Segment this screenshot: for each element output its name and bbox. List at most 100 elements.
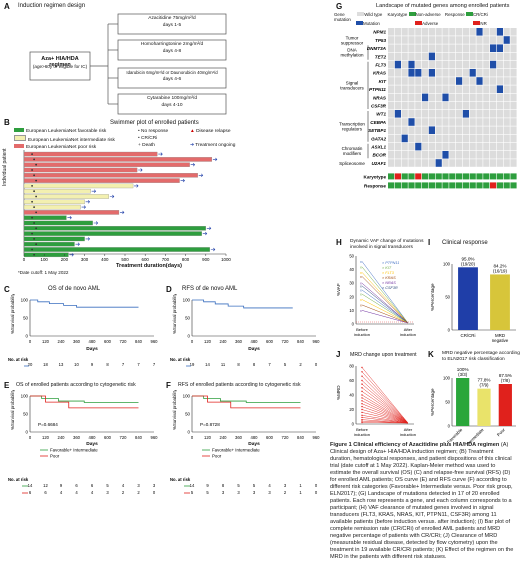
mutation-cell [504,28,510,36]
mrd-point-before [361,380,362,381]
patient-bar [24,200,85,204]
mutation-cell [422,44,428,52]
karyotype-cell [476,173,482,179]
survival-curve-favorable [30,396,139,402]
mutation-cell [395,110,401,118]
mutation-cell [429,102,435,110]
mutation-cell [483,102,489,110]
mutation-cell [470,126,476,134]
mutation-cell [388,159,394,167]
risk-number-poor: 3 [222,490,225,495]
response-cell [456,182,462,188]
x-axis-label: Days [86,441,98,447]
cr-dot [33,238,35,240]
response-cell [504,182,510,188]
mutation-cell [463,135,469,143]
y-tick-label: 30 [349,281,354,286]
mutation-cell [476,44,482,52]
mutation-cell [470,94,476,102]
mutation-cell [510,61,516,69]
mutation-cell [483,126,489,134]
mutation-cell [429,143,435,151]
risk-label: No. at risk [8,357,29,362]
mutation-cell [408,151,414,159]
mutation-cell [415,53,421,61]
mutation-cell [429,53,435,61]
response-cell [422,182,428,188]
y-tick-label: 100 [21,298,29,303]
legend-csf3r: × CSF3R [382,286,398,290]
mrd-line [362,372,408,423]
x-tick-label: 240 [220,339,228,344]
karyotype-label: Karyotype [364,174,387,179]
gene-label: DNMT3A [367,46,386,51]
mutation-cell [463,143,469,151]
mutation-cell [476,94,482,102]
mutation-cell [442,126,448,134]
panel-letter: K [428,350,434,359]
mutation-cell [429,110,435,118]
mutation-cell [510,85,516,93]
risk-number: 13 [59,362,64,367]
ongoing-arrow [158,153,162,156]
x-tick-label: 480 [89,435,97,440]
mutation-cell [429,69,435,77]
mutation-cell [504,118,510,126]
mutation-cell [388,143,394,151]
step-4-drug: Cytarabine 100mg/m²/d [118,96,226,101]
y-tick-label: 50 [185,412,190,417]
mutation-cell [429,159,435,167]
mutation-cell [510,69,516,77]
y-tick-label: 0 [352,322,355,327]
mutation-cell [490,94,496,102]
mutation-cell [388,85,394,93]
karyotype-cell [449,173,455,179]
mutation-cell [436,28,442,36]
response-cell [442,182,448,188]
mutation-cell [415,77,421,85]
bar-label: Poor [496,427,506,437]
x-tick-label: 400 [101,257,109,262]
mutation-cell [388,110,394,118]
vaf-marker: x [360,309,362,313]
mutation-cell [463,94,469,102]
mutation-cell [395,102,401,110]
bar [499,384,512,426]
bar-fraction: (19/20) [461,261,475,266]
y-tick-label: 0 [188,430,191,435]
mutation-cell [456,126,462,134]
mutation-cell [483,94,489,102]
mutation-cell [483,61,489,69]
ongoing-arrow [199,174,203,177]
mutation-cell [470,44,476,52]
mutation-cell [510,135,516,143]
mutation-cell [436,77,442,85]
bar-fraction: (16/19) [493,268,507,273]
mrd-point-before [361,397,362,398]
risk-number-favorable: 9 [60,483,63,488]
ongoing-arrow [94,222,98,225]
mutation-cell [402,118,408,126]
legend-kit: × KIT [382,266,392,270]
mutation-cell [497,77,503,85]
patient-bar [24,242,75,246]
legend-ongoing: ➜ Treatment ongoing [190,142,235,149]
cr-dot [33,174,35,176]
mrd-point-before [361,375,362,376]
response-cell [470,182,476,188]
mutation-cell [402,126,408,134]
x-tick-label: 480 [251,339,259,344]
panel-title: MRD change upon treatment [350,352,417,358]
x-tick-label: 840 [135,435,143,440]
mutation-cell [408,118,414,126]
mutation-cell [436,135,442,143]
mutation-cell [442,53,448,61]
mutation-cell [442,36,448,44]
figure-caption: Figure 1 Clinical efficiency of Azacitid… [330,442,516,561]
mutation-cell [402,102,408,110]
karyotype-cell [422,173,428,179]
risk-number-favorable: 6 [91,483,94,488]
gene-label: TET2 [375,54,387,59]
ongoing-arrow [138,169,142,172]
